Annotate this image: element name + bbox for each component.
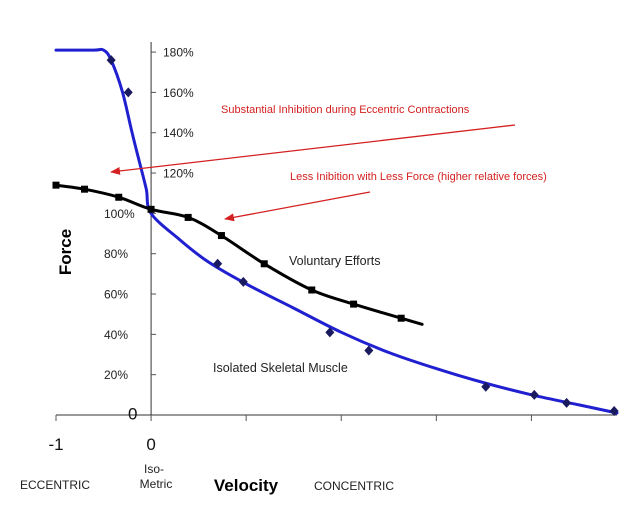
voluntary-efforts-point — [397, 314, 405, 322]
isolated-muscle-point — [562, 397, 572, 408]
voluntary-efforts-point — [217, 232, 225, 240]
isolated-muscle-point — [364, 345, 374, 356]
voluntary-efforts-point — [184, 213, 192, 221]
y-tick-label: 80% — [104, 247, 128, 261]
x-tick-label: -1 — [48, 435, 63, 454]
ticks: -1 00 20% 40% 60% 80% 100% 120% 140% 160% 180% — [48, 46, 532, 454]
annotation-arrow-less-inhibition — [224, 191, 371, 222]
y-tick-label: 180% — [163, 46, 194, 60]
isolated-muscle-point — [123, 87, 133, 98]
y-tick-label: 40% — [104, 328, 128, 342]
isolated-muscle-point — [238, 276, 248, 287]
annotation-eccentric: Substantial Inhibition during Eccentric … — [221, 104, 470, 116]
x-axis-title: Velocity — [214, 476, 279, 495]
isolated-muscle-point — [106, 55, 116, 66]
series-label-isolated: Isolated Skeletal Muscle — [213, 361, 348, 375]
series-label-voluntary: Voluntary Efforts — [289, 254, 381, 268]
label-layer: Substantial Inhibition during Eccentric … — [20, 104, 547, 495]
y-tick-label: 0 — [128, 405, 137, 424]
y-axis-title: Force — [56, 229, 75, 275]
annotation-less-inhibition: Less Inibition with Less Force (higher r… — [290, 171, 547, 183]
isolated-muscle-point — [325, 327, 335, 338]
isolated-muscle-point — [529, 389, 539, 400]
y-tick-label: 20% — [104, 368, 128, 382]
voluntary-efforts-point — [308, 286, 316, 294]
voluntary-efforts-point — [260, 260, 268, 268]
y-tick-label: 160% — [163, 86, 194, 100]
isolated-muscle-point — [213, 258, 223, 269]
region-label-isometric-1: Iso- — [144, 462, 164, 476]
y-tick-label: 100% — [104, 207, 135, 221]
axes — [56, 42, 617, 416]
annotation-arrow-eccentric — [110, 124, 516, 175]
region-label-eccentric: ECCENTRIC — [20, 478, 90, 492]
voluntary-efforts-point — [350, 300, 358, 308]
region-label-isometric-2: Metric — [140, 477, 173, 491]
y-tick-label: 140% — [163, 126, 194, 140]
voluntary-efforts-point — [147, 205, 155, 213]
series-layer — [52, 47, 619, 416]
region-label-concentric: CONCENTRIC — [314, 479, 394, 493]
isolated-muscle-point — [609, 405, 619, 416]
x-tick-label: 0 — [146, 435, 155, 454]
voluntary-efforts-point — [81, 185, 89, 193]
y-tick-label: 120% — [163, 167, 194, 181]
annotation-layer — [110, 124, 516, 222]
y-tick-label: 60% — [104, 288, 128, 302]
voluntary-efforts-point — [52, 181, 60, 189]
isolated-muscle-point — [481, 381, 491, 392]
voluntary-efforts-point — [115, 193, 123, 201]
